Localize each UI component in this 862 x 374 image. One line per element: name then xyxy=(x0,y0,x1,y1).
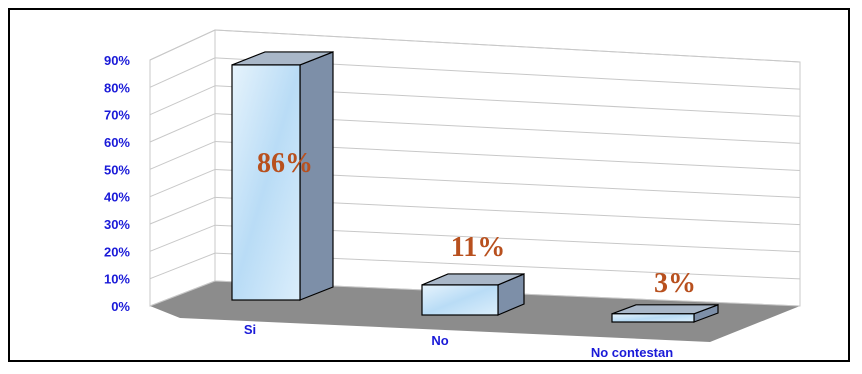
y-tick-label: 40% xyxy=(104,190,130,205)
x-axis: Si No No contestan xyxy=(244,322,673,360)
gridline-side xyxy=(149,57,216,88)
y-tick-label: 80% xyxy=(104,80,130,95)
gridline-side xyxy=(149,29,216,61)
y-tick-label: 60% xyxy=(104,135,130,150)
bar-2 xyxy=(611,303,719,323)
gridline-back xyxy=(214,29,801,63)
y-tick-label: 50% xyxy=(104,162,130,177)
data-label: 11% xyxy=(451,232,505,263)
y-tick-label: 0% xyxy=(111,299,130,314)
gridline-side xyxy=(149,113,216,143)
data-label: 86% xyxy=(257,148,313,179)
gridline-side xyxy=(149,85,216,116)
x-tick-label: No contestan xyxy=(591,345,673,360)
bar-face xyxy=(421,284,499,316)
y-tick-label: 10% xyxy=(104,272,130,287)
x-tick-label: Si xyxy=(244,322,256,337)
gridline-side xyxy=(149,141,216,170)
chart-back-walls xyxy=(149,29,801,307)
bars xyxy=(231,51,719,323)
bar-face xyxy=(611,313,695,323)
gridline-side xyxy=(149,168,216,198)
bar-0 xyxy=(231,51,334,301)
y-axis: 0% 10% 20% 30% 40% 50% 60% 70% 80% 90% xyxy=(104,53,130,314)
x-tick-label: No xyxy=(431,333,448,348)
y-tick-label: 90% xyxy=(104,53,130,68)
data-label: 3% xyxy=(654,268,696,299)
y-tick-label: 20% xyxy=(104,244,130,259)
data-labels: 86% 11% 3% xyxy=(257,148,696,299)
bar-1 xyxy=(421,273,525,316)
gridline-side xyxy=(149,280,216,307)
bar-face xyxy=(231,64,301,301)
gridline-side xyxy=(149,196,216,225)
gridline-side xyxy=(149,252,216,280)
side-wall xyxy=(149,29,216,307)
y-tick-label: 70% xyxy=(104,108,130,123)
y-tick-label: 30% xyxy=(104,217,130,232)
gridline-side xyxy=(149,224,216,252)
